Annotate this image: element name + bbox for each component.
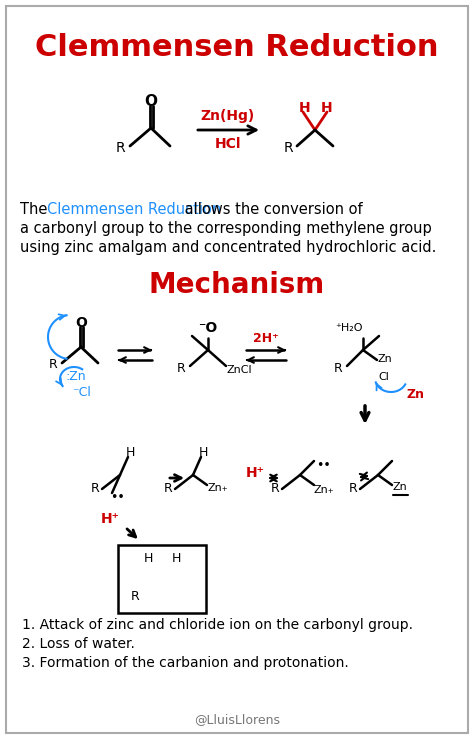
Text: Zn: Zn [378,354,393,364]
Text: Zn: Zn [393,482,408,492]
Text: HCl: HCl [215,137,241,151]
Text: R: R [349,483,358,496]
Text: ••: •• [110,491,126,503]
Text: O: O [75,316,87,330]
Text: ZnCl: ZnCl [227,365,253,375]
Text: Mechanism: Mechanism [149,271,325,299]
Text: Clemmensen Reduction: Clemmensen Reduction [47,202,221,217]
Text: Zn: Zn [407,387,425,401]
Text: Zn(Hg): Zn(Hg) [201,109,255,123]
Text: ⁺H₂O: ⁺H₂O [335,323,363,333]
Text: allows the conversion of: allows the conversion of [180,202,363,217]
Text: @LluisLlorens: @LluisLlorens [194,713,280,726]
Text: 2H⁺: 2H⁺ [253,333,279,346]
Text: Clemmensen Reduction: Clemmensen Reduction [35,33,439,63]
Text: R: R [91,483,100,496]
Text: H: H [299,101,311,115]
Text: H: H [321,101,333,115]
Text: H⁺: H⁺ [246,466,264,480]
Text: ••: •• [316,458,331,471]
Text: R: R [334,361,343,375]
Text: O: O [145,95,157,109]
Text: H: H [171,553,181,565]
Text: H: H [198,446,208,460]
Text: R: R [49,358,58,372]
Bar [118,545,206,613]
Text: H: H [125,446,135,460]
Text: Zn₊: Zn₊ [208,483,228,493]
Text: ⁻O: ⁻O [199,321,218,335]
Text: :Zn: :Zn [66,370,87,384]
Text: ⁻Cl: ⁻Cl [72,386,91,400]
Text: R: R [164,483,173,496]
Text: R: R [271,483,280,496]
Text: The: The [20,202,52,217]
Text: 3. Formation of the carbanion and protonation.: 3. Formation of the carbanion and proton… [22,656,349,670]
Text: 1. Attack of zinc and chloride ion on the carbonyl group.: 1. Attack of zinc and chloride ion on th… [22,618,413,632]
Text: R: R [177,361,186,375]
Text: a carbonyl group to the corresponding methylene group: a carbonyl group to the corresponding me… [20,221,432,236]
Text: using zinc amalgam and concentrated hydrochloric acid.: using zinc amalgam and concentrated hydr… [20,240,437,255]
Text: H: H [143,553,153,565]
Text: H⁺: H⁺ [100,512,119,526]
Text: Zn₊: Zn₊ [314,485,335,495]
Text: R: R [115,141,125,155]
Text: R: R [283,141,293,155]
Text: 2. Loss of water.: 2. Loss of water. [22,637,135,651]
Text: Cl: Cl [378,372,389,382]
Text: R: R [131,590,140,604]
